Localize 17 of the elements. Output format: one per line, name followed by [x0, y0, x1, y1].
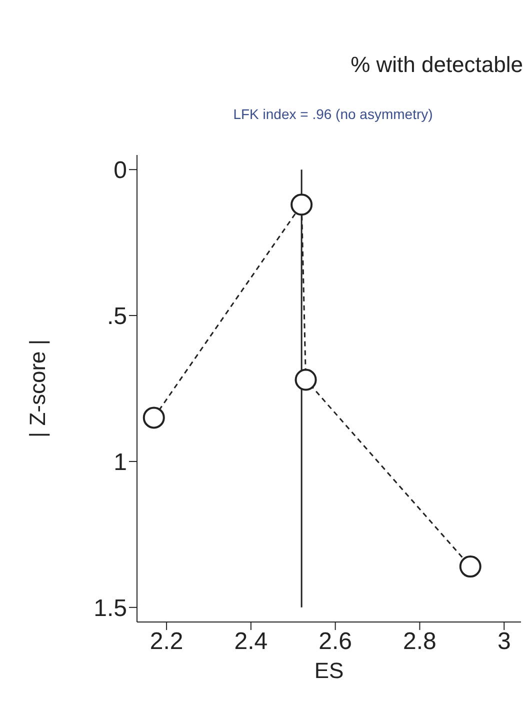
- chart-subtitle: LFK index = .96 (no asymmetry): [232, 106, 434, 122]
- x-tick-label: 2.2: [150, 628, 184, 656]
- point: [142, 406, 165, 429]
- x-tick-label: 2.6: [318, 628, 352, 656]
- point: [459, 556, 482, 578]
- y-axis-title: | Z-score |: [24, 339, 50, 438]
- point: [294, 368, 317, 391]
- point: [290, 194, 313, 216]
- chart-title: % with detectable: [350, 52, 523, 78]
- x-tick-label: 3: [497, 628, 511, 656]
- y-tick-label: 0: [114, 157, 127, 184]
- y-tick-label: .5: [106, 303, 127, 330]
- x-axis-title: ES: [314, 658, 344, 683]
- x-tick-label: 2.8: [403, 628, 436, 656]
- y-tick-label: 1.5: [94, 594, 127, 622]
- y-tick-label: 1: [114, 448, 127, 476]
- x-tick-label: 2.4: [234, 628, 268, 656]
